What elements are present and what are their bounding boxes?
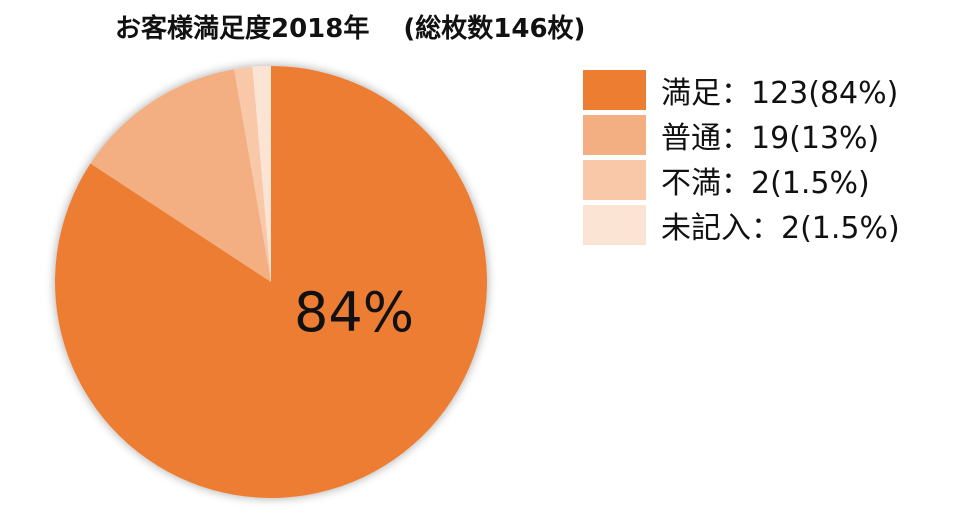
legend-swatch-blank <box>583 204 646 245</box>
legend-swatch-dissatisfied <box>583 159 646 200</box>
legend-label-normal: 普通：19(13%) <box>661 120 880 156</box>
pie-slice-blank <box>252 66 271 282</box>
slice-data-label-satisfied: 84% <box>294 281 414 344</box>
legend-item-normal: 普通：19(13%) <box>583 112 900 157</box>
legend-item-satisfied: 満足：123(84%) <box>583 67 900 112</box>
legend-item-blank: 未記入：2(1.5%) <box>583 202 900 247</box>
legend-label-dissatisfied: 不満：2(1.5%) <box>661 165 870 201</box>
chart-title-total-count: (総枚数146枚) <box>403 14 586 44</box>
pie-slice-dissatisfied <box>234 66 271 282</box>
legend-label-blank: 未記入：2(1.5%) <box>661 210 900 246</box>
pie-chart-area: 84% <box>54 66 488 499</box>
legend-label-satisfied: 満足：123(84%) <box>661 75 899 111</box>
legend-item-dissatisfied: 不満：2(1.5%) <box>583 157 900 202</box>
pie-chart: 84% <box>54 66 488 499</box>
pie-slice-normal <box>90 69 271 282</box>
chart-title-main: お客様満足度2018年 <box>115 14 370 44</box>
chart-title: お客様満足度2018年 (総枚数146枚) <box>115 8 585 45</box>
legend-swatch-normal <box>583 114 646 155</box>
legend: 満足：123(84%) 普通：19(13%) 不満：2(1.5%) 未記入：2(… <box>583 67 900 247</box>
legend-swatch-satisfied <box>583 69 646 110</box>
